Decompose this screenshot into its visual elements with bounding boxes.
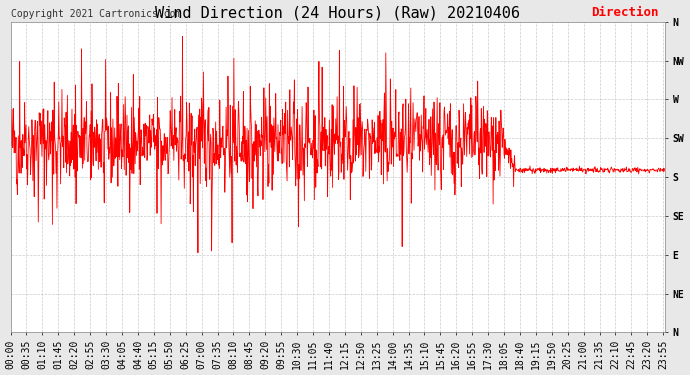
Title: Wind Direction (24 Hours) (Raw) 20210406: Wind Direction (24 Hours) (Raw) 20210406	[155, 6, 520, 21]
Text: Copyright 2021 Cartronics.com: Copyright 2021 Cartronics.com	[10, 9, 181, 19]
Text: Direction: Direction	[591, 6, 658, 19]
